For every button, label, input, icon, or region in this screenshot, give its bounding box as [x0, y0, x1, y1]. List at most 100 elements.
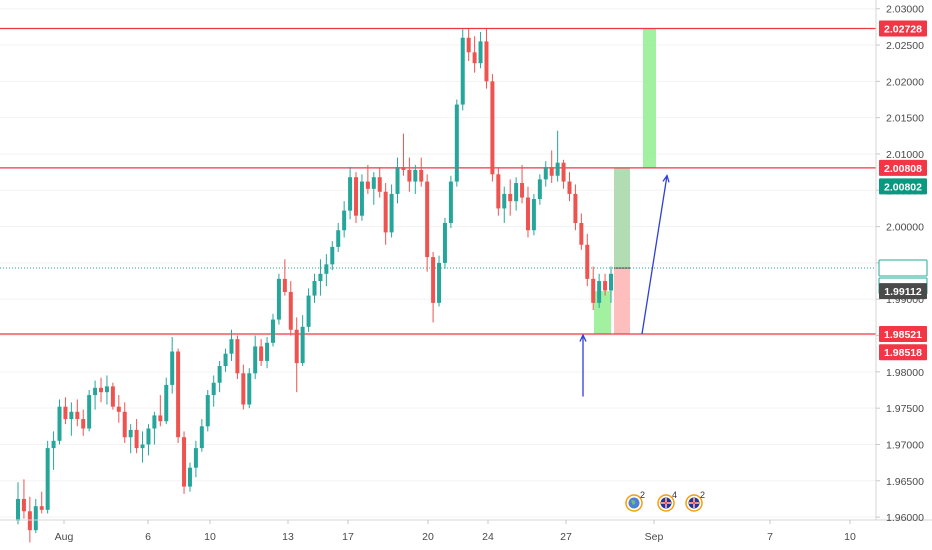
x-tick-label: 6 — [145, 531, 151, 543]
candle-body — [33, 506, 38, 531]
candle-body — [241, 373, 246, 405]
price-label-badge — [879, 344, 927, 361]
candle-body — [425, 181, 430, 258]
candle-body — [176, 351, 181, 438]
candle-body — [193, 448, 198, 468]
candle-body — [579, 222, 584, 245]
candle-body — [419, 169, 424, 182]
y-tick-label: 1.98000 — [886, 367, 924, 379]
y-tick-label: 1.96500 — [886, 476, 924, 488]
candle-body — [211, 382, 216, 396]
target-zone-1 — [614, 167, 630, 269]
candle-body — [348, 177, 353, 211]
candle-body — [81, 419, 86, 429]
candle-body — [359, 181, 364, 216]
grid — [0, 8, 876, 518]
candle-body — [182, 437, 187, 487]
price-label-text: 1.98521 — [884, 329, 922, 341]
candle-body — [99, 387, 104, 393]
candle-body — [508, 193, 513, 202]
event-flag-1[interactable]: 2 — [625, 490, 645, 512]
candle-body — [235, 339, 240, 374]
target-arrow-head — [662, 174, 670, 183]
candle-body — [306, 295, 311, 327]
event-flag-2[interactable]: 4 — [657, 490, 677, 512]
candle-body — [549, 167, 554, 176]
x-tick-label: 20 — [422, 531, 434, 543]
candle-body — [342, 210, 347, 231]
candle-body — [330, 246, 335, 265]
candle-body — [87, 395, 92, 429]
candle-body — [69, 411, 74, 420]
candle-body — [478, 41, 483, 64]
candle-body — [253, 346, 258, 374]
candle-body — [354, 177, 359, 216]
candle-body — [502, 193, 507, 209]
candle-body — [116, 406, 121, 412]
candle-body — [140, 444, 145, 449]
y-tick-label: 2.02500 — [886, 40, 924, 52]
time-axis[interactable]: Aug 6 10 13 17 20 24 27 Sep 7 10 — [55, 520, 856, 543]
candle-body — [134, 429, 139, 449]
candle-body — [603, 281, 608, 291]
event-count: 2 — [700, 490, 705, 500]
x-tick-label: 17 — [342, 531, 354, 543]
price-label-badge — [878, 259, 928, 277]
entry-arrow-head — [579, 333, 587, 342]
x-tick-label: 7 — [767, 531, 773, 543]
candle-body — [555, 162, 560, 176]
candle-body — [413, 169, 418, 182]
candle-body — [93, 387, 98, 396]
candle-body — [128, 429, 133, 438]
candle-body — [259, 346, 264, 361]
candle-body — [484, 41, 489, 82]
price-label-badge — [879, 283, 927, 300]
candle-body — [205, 395, 210, 427]
candle-body — [122, 411, 127, 438]
candle-body — [187, 467, 192, 487]
candle-body — [300, 326, 305, 364]
price-label-text: 2.00802 — [884, 181, 922, 193]
candle-body — [365, 181, 370, 189]
candle-body — [407, 169, 412, 182]
price-label-text: 1.98518 — [884, 347, 922, 359]
candle-body — [324, 264, 329, 274]
trend-arrows[interactable] — [579, 174, 670, 397]
candle-body — [448, 181, 453, 223]
candle-body — [466, 37, 471, 53]
x-tick-label: Aug — [55, 531, 74, 543]
candle-body — [16, 498, 20, 521]
x-tick-label: 27 — [560, 531, 572, 543]
candle-body — [585, 244, 590, 279]
x-tick-label: 10 — [844, 531, 856, 543]
price-label-text: 2.00808 — [884, 163, 922, 175]
candle-body — [223, 353, 228, 367]
event-flag-3[interactable]: 2 — [685, 490, 705, 512]
candle-body — [45, 448, 50, 510]
candle-body — [525, 197, 530, 231]
target-arrow[interactable] — [641, 175, 668, 335]
event-flags[interactable]: 2 4 2 — [625, 490, 705, 512]
price-label-badge — [879, 159, 927, 176]
candle-body — [496, 174, 501, 209]
candle-body — [460, 37, 465, 105]
x-tick-label: 10 — [204, 531, 216, 543]
price-labels: 2.027282.008082.008021.9942902:47:481.99… — [878, 20, 928, 361]
candle-body — [110, 386, 115, 407]
y-tick-label: 2.00000 — [886, 222, 924, 234]
candle-body — [383, 191, 388, 233]
candle-body — [609, 273, 613, 291]
y-tick-label: 1.97000 — [886, 439, 924, 451]
candle-body — [75, 411, 80, 420]
candle-body — [567, 181, 572, 194]
candle-body — [514, 183, 519, 202]
trade-zones — [594, 28, 656, 335]
candle-body — [401, 167, 406, 170]
candle-body — [164, 384, 169, 422]
x-tick-label: Sep — [645, 531, 664, 543]
candle-body — [437, 262, 442, 303]
candle-body — [294, 329, 299, 364]
candle-body — [454, 104, 459, 182]
candle-body — [573, 193, 578, 223]
